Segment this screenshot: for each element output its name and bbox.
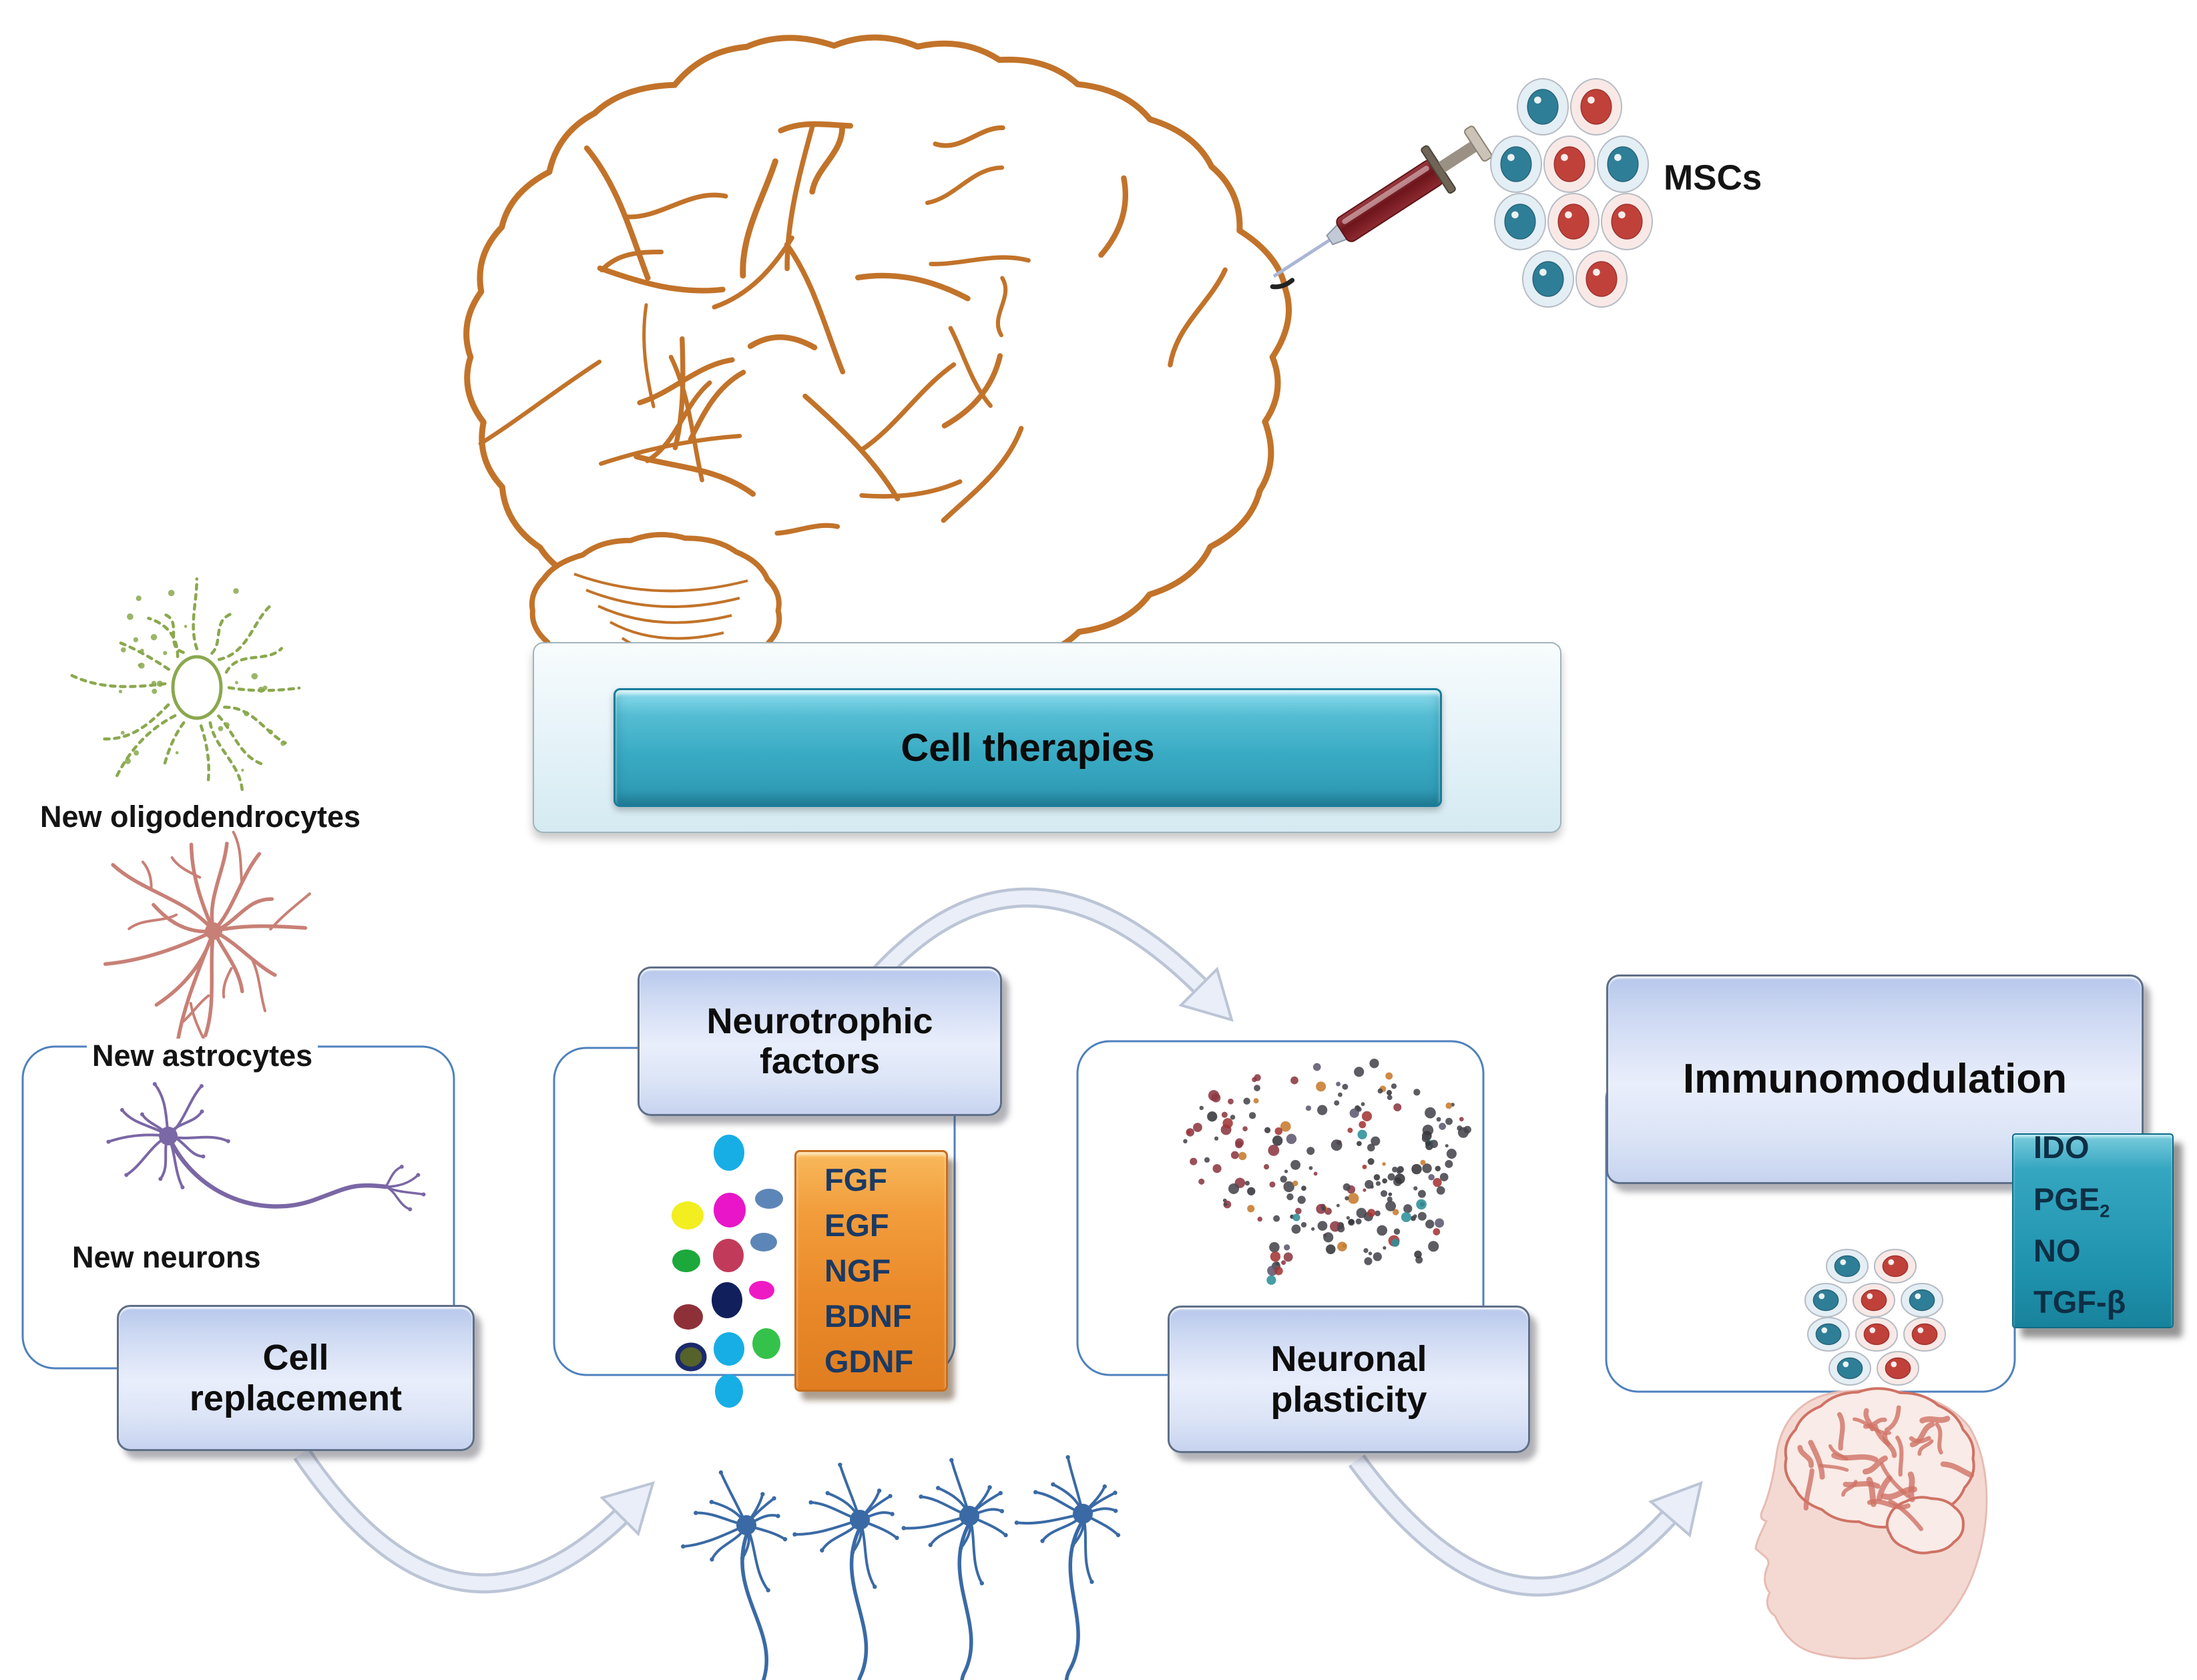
factor-item: BDNF xyxy=(824,1298,912,1334)
astrocyte-icon xyxy=(103,830,311,1055)
mscs-label: MSCs xyxy=(1664,158,1762,198)
neurotrophic-factors-list: FGF EGF NGF BDNF GDNF xyxy=(794,1150,948,1392)
cell-therapies-button: Cell therapies xyxy=(614,688,1442,807)
immunomodulation-mediators-list: IDO PGE2 NO TGF-β xyxy=(2012,1129,2174,1328)
factor-item: EGF xyxy=(824,1207,889,1243)
factor-item: NGF xyxy=(824,1253,891,1288)
head-profile-icon xyxy=(1754,1387,1988,1660)
mediator-item: NO xyxy=(2033,1233,2081,1268)
oligodendrocyte-icon xyxy=(68,577,301,796)
msc-cells-small-icon xyxy=(1804,1249,1946,1386)
cell-replacement-box: Cell replacement xyxy=(117,1305,475,1451)
new-oligodendrocytes-label: New oligodendrocytes xyxy=(40,800,361,834)
mediator-item: PGE2 xyxy=(2033,1181,2110,1221)
factor-item: FGF xyxy=(824,1162,887,1197)
syringe-icon xyxy=(1270,125,1493,290)
mediator-item: IDO xyxy=(2033,1129,2090,1165)
secreted-factor-dots-icon xyxy=(672,1135,783,1408)
brain-sketch-icon xyxy=(463,34,1292,695)
dotted-brain-icon xyxy=(1183,1059,1471,1285)
mediator-item: TGF-β xyxy=(2033,1284,2126,1320)
regenerating-neurons-icon xyxy=(674,1451,1127,1680)
new-neuron-icon xyxy=(106,1082,426,1211)
arrow-cell-replacement-icon xyxy=(293,1448,655,1594)
factor-item: GDNF xyxy=(824,1344,914,1379)
msc-cells-icon xyxy=(1490,78,1653,308)
arrow-neuronal-plasticity-icon xyxy=(1348,1454,1703,1597)
neuronal-plasticity-box: Neuronal plasticity xyxy=(1168,1306,1530,1453)
new-astrocytes-label: New astrocytes xyxy=(87,1039,318,1073)
cell-therapies-label: Cell therapies xyxy=(901,726,1155,770)
neurotrophic-factors-box: Neurotrophic factors xyxy=(638,966,1002,1116)
new-neurons-label: New neurons xyxy=(72,1240,261,1274)
